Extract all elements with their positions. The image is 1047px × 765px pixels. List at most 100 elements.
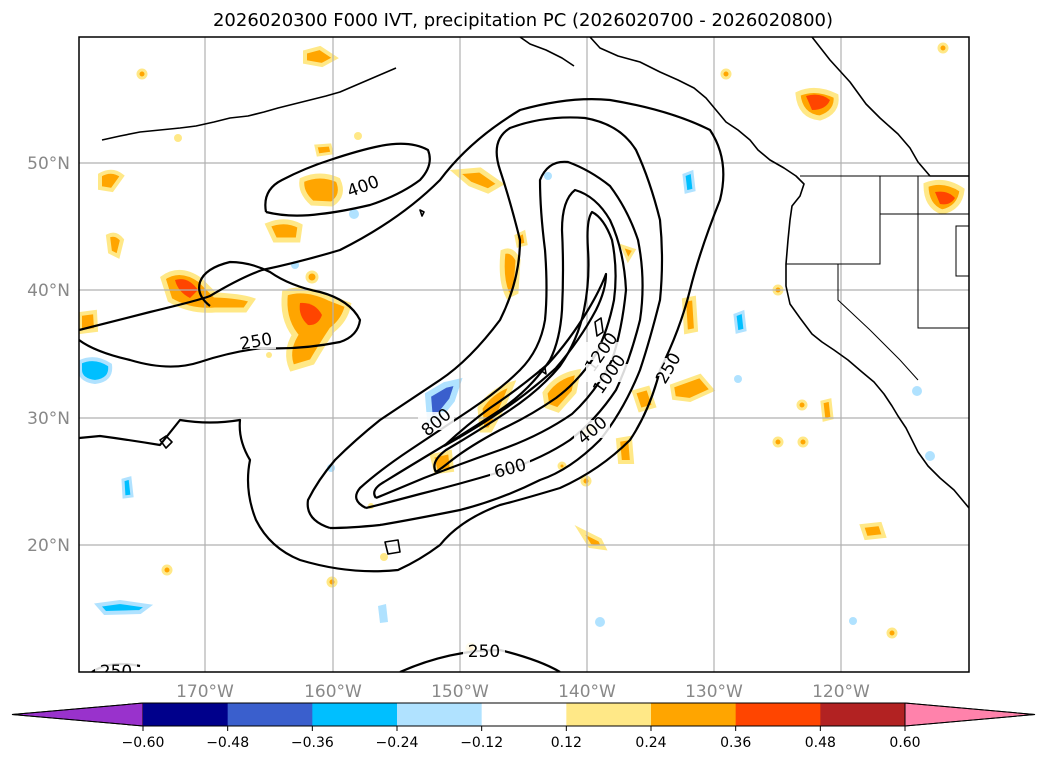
pos-precip-patch <box>796 399 808 411</box>
neg-precip-patch <box>682 169 696 194</box>
pos-precip-patch <box>669 373 716 403</box>
contour-label: 250 <box>468 642 500 662</box>
pos-precip-patch <box>303 45 339 68</box>
map-background <box>79 37 969 672</box>
colorbar-segment <box>651 703 737 726</box>
lon-label: 140°W <box>558 682 616 702</box>
pos-precip-patch <box>326 576 338 588</box>
north-america-coastline <box>589 37 969 509</box>
island <box>419 209 425 217</box>
pos-precip-patch <box>354 132 362 140</box>
island <box>384 539 401 555</box>
ivt-contour-400a <box>264 142 431 217</box>
ivt-contour-400b <box>306 116 664 530</box>
neg-precip-patch <box>94 599 154 616</box>
island <box>159 435 173 449</box>
lon-label: 120°W <box>812 682 870 702</box>
lat-label: 50°N <box>27 154 70 174</box>
colorbar-segment <box>143 703 229 726</box>
state-border <box>786 176 881 265</box>
pos-precip-patch <box>98 169 125 193</box>
neg-precip-patch <box>733 309 747 334</box>
ivt-contour-250b <box>79 260 362 368</box>
pos-precip-patch <box>380 553 388 561</box>
map-panel: 400 250 800 600 1200 1000 400 250 250 25… <box>78 36 970 682</box>
pos-precip-patch <box>937 42 949 54</box>
neg-precip-patch <box>849 617 857 625</box>
pos-precip-patch <box>681 295 699 335</box>
pos-precip-patch <box>772 436 784 448</box>
colorbar-tick-label: −0.48 <box>206 735 249 751</box>
neg-precip-patch <box>79 357 113 385</box>
colorbar-tick-label: −0.12 <box>460 735 503 751</box>
ivt-contours <box>79 98 725 672</box>
pos-precip-patch <box>136 68 148 80</box>
lat-label: 40°N <box>27 281 70 301</box>
state-border <box>955 225 969 277</box>
lon-label: 130°W <box>685 682 743 702</box>
state-border <box>837 264 919 381</box>
island <box>594 317 604 337</box>
pos-precip-patch <box>305 270 319 284</box>
pos-precip-patch <box>935 191 955 205</box>
ivt-contour-600 <box>355 160 644 510</box>
pos-precip-patch <box>580 475 592 487</box>
alaska-coast <box>519 37 575 67</box>
colorbar-tick-label: 0.36 <box>720 735 751 751</box>
ivt-contour-1000 <box>433 210 617 473</box>
pos-precip-patch <box>266 352 272 358</box>
colorbar-segment <box>735 703 821 726</box>
neg-precip-patch <box>121 476 134 499</box>
pos-precip-patch <box>886 627 898 639</box>
neg-precip-patch <box>925 451 935 461</box>
lat-label: 30°N <box>27 409 70 429</box>
lon-label: 150°W <box>431 682 489 702</box>
neg-precip-patch <box>378 604 388 623</box>
pos-precip-patch <box>314 143 334 157</box>
contour-label: 250 <box>100 662 132 682</box>
colorbar-segment <box>227 703 313 726</box>
pos-precip-patch <box>806 94 830 110</box>
ivt-contour-1200 <box>443 272 608 447</box>
pos-precip-patch <box>175 279 198 298</box>
pos-precip-patch <box>615 435 635 464</box>
neg-precip-patch <box>349 209 359 219</box>
longitude-labels: 170°W 160°W 150°W 140°W 130°W 120°W <box>176 682 870 702</box>
colorbar-tick-label: 0.60 <box>889 735 920 751</box>
pos-precip-patch <box>299 173 343 207</box>
colorbar-extend-max <box>904 702 1036 727</box>
pos-precip-patch <box>720 68 732 80</box>
colorbar-segment <box>397 703 483 726</box>
colorbar-tick-label: −0.60 <box>122 735 165 751</box>
colorbar-segment <box>820 703 906 726</box>
map-title: 2026020300 F000 IVT, precipitation PC (2… <box>213 10 833 31</box>
colorbar-tick-label: −0.24 <box>376 735 419 751</box>
pos-precip-patch <box>619 243 637 264</box>
lat-label: 20°N <box>27 536 70 556</box>
neg-precip-patch <box>734 375 742 383</box>
colorbar-tick-label: −0.36 <box>291 735 334 751</box>
colorbar-tick-label: 0.24 <box>635 735 666 751</box>
colorbar-tick-label: 0.12 <box>551 735 582 751</box>
pos-precip-patch <box>299 302 322 326</box>
colorbar-segment <box>312 703 398 726</box>
coastlines <box>101 37 969 555</box>
neg-precip-patch <box>595 617 605 627</box>
lon-label: 160°W <box>304 682 362 702</box>
latitude-labels: 50°N 40°N 30°N 20°N <box>27 154 70 556</box>
colorbar-segment <box>566 703 652 726</box>
colorbar: −0.60 −0.48 −0.36 −0.24 −0.12 0.12 0.24 0.36 0.4… <box>11 702 1036 751</box>
pos-precip-patch <box>820 398 834 422</box>
pos-precip-patch <box>174 134 182 142</box>
pos-precip-patch <box>161 564 173 576</box>
lon-label: 170°W <box>176 682 234 702</box>
colorbar-extend-min <box>11 702 144 727</box>
neg-precip-patch <box>544 172 552 180</box>
pos-precip-patch <box>797 436 809 448</box>
map-frame <box>78 36 970 673</box>
pos-precip-patch <box>105 232 125 259</box>
neg-precip-patch <box>912 386 922 396</box>
aleutian-islands <box>101 67 397 141</box>
pos-precip-patch <box>859 521 887 541</box>
